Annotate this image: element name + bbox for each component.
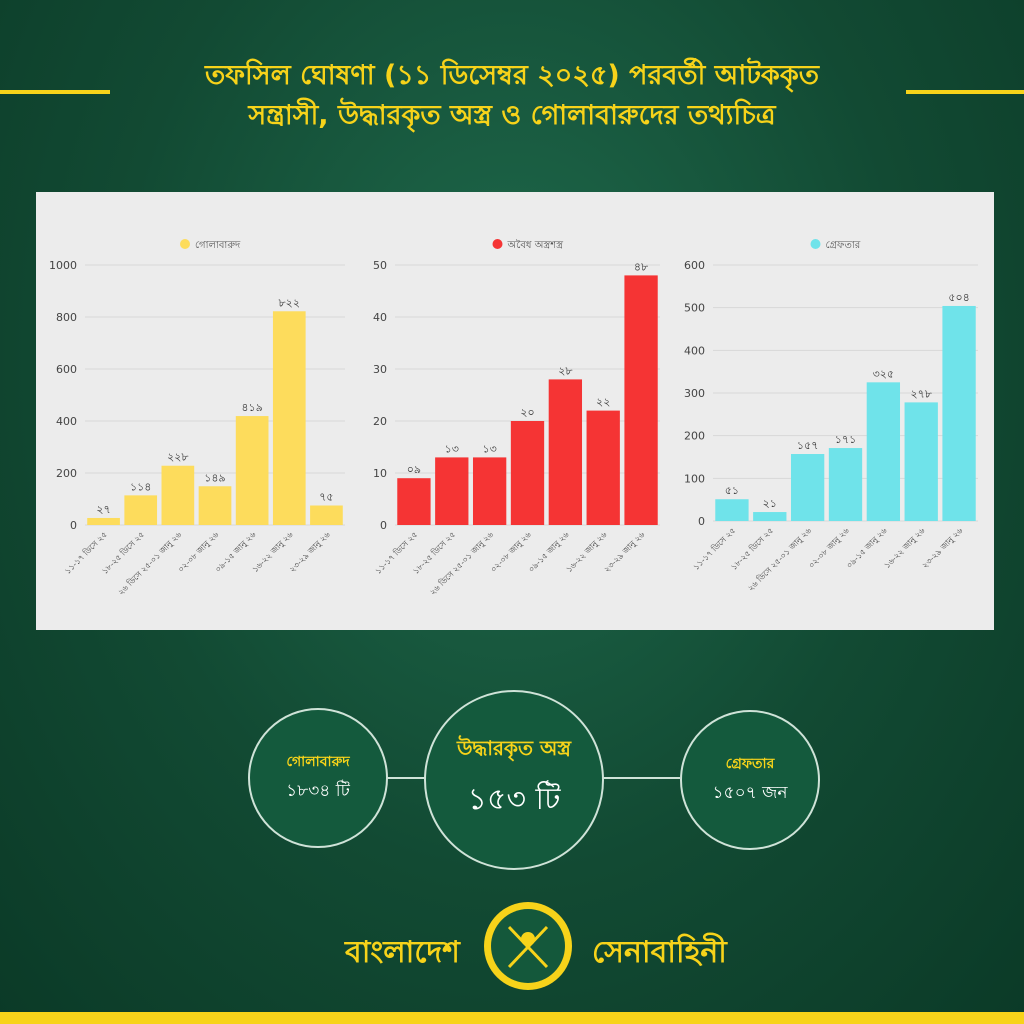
y-tick-label: 200 [684, 430, 705, 443]
y-tick-label: 800 [56, 311, 77, 324]
y-tick-label: 500 [684, 302, 705, 315]
y-tick-label: 30 [373, 363, 387, 376]
data-label: ২২ [596, 396, 610, 409]
y-tick-label: 0 [380, 519, 387, 532]
ammo-summary: গোলাবারুদ ১৮৩৪ টি [248, 708, 388, 848]
y-tick-label: 100 [684, 472, 705, 485]
arrests-summary: গ্রেফতার ১৫০৭ জন [680, 710, 820, 850]
data-label: ২০ [520, 406, 534, 419]
data-label: ২২৮ [167, 451, 188, 464]
data-label: ২১ [763, 497, 777, 510]
bar [548, 379, 583, 525]
bar [715, 499, 749, 521]
connector-left [387, 777, 425, 779]
x-tick-label: ২৬ ডিসে ২৫-০১ জানু ২৬ [116, 530, 183, 597]
data-label: ২৭৮ [910, 387, 931, 400]
x-tick-label: ২৬ ডিসে ২৫-০১ জানু ২৬ [428, 530, 495, 597]
title-rule-left [0, 90, 110, 94]
y-tick-label: 600 [684, 259, 705, 272]
bar [235, 416, 269, 525]
data-label: ০৯ [407, 463, 421, 476]
y-tick-label: 300 [684, 387, 705, 400]
legend-label: গোলাবারুদ [195, 240, 241, 251]
weapons-value: ১৫৩ টি [467, 782, 561, 817]
charts-panel: গোলাবারুদ 0 200 400 600 800 1000 ২৭ ১১-১৭ ডিসে ২… [36, 192, 994, 630]
title-rule-right [906, 90, 1024, 94]
data-label: ৮২২ [279, 296, 300, 309]
data-label: ২৭ [96, 503, 110, 516]
y-tick-label: 0 [698, 515, 705, 528]
army-emblem-logo [484, 902, 572, 990]
data-label: ৪১৯ [241, 401, 262, 414]
data-label: ১১৪ [130, 480, 151, 493]
x-tick-label: ২৩-২৯ জানু ২৬ [602, 530, 646, 574]
arrests-value: ১৫০৭ জন [712, 783, 788, 803]
data-label: ১৪৯ [204, 471, 225, 484]
data-label: ২৮ [558, 364, 572, 377]
data-label: ১৭১ [835, 433, 856, 446]
bar [828, 448, 863, 521]
y-tick-label: 40 [373, 311, 387, 324]
data-label: ১৩ [482, 442, 496, 455]
bar [904, 402, 938, 521]
y-tick-label: 0 [70, 519, 77, 532]
bottom-bar [0, 1012, 1024, 1024]
weapons-summary: উদ্ধারকৃত অস্ত্র ১৫৩ টি [424, 690, 604, 870]
y-tick-label: 400 [56, 415, 77, 428]
bar [87, 517, 120, 525]
legend-swatch [810, 239, 821, 249]
bar [753, 512, 787, 521]
x-tick-label: ২৩-২৯ জানু ২৬ [920, 526, 964, 570]
x-tick-label: ২৬ ডিসে ২৫-০১ জানু ২৬ [746, 526, 813, 593]
data-label: ১৫৭ [797, 439, 818, 452]
y-tick-label: 10 [373, 467, 387, 480]
bar [124, 495, 158, 525]
data-label: ৪৮ [634, 260, 648, 273]
y-tick-label: 600 [56, 363, 77, 376]
data-label: ৩২৫ [873, 367, 894, 380]
footer-right-text: সেনাবাহিনী [592, 935, 727, 970]
bar [624, 275, 658, 525]
bar [510, 421, 545, 525]
legend-label: অবৈধ অস্ত্রশস্ত্র [507, 239, 565, 251]
bar [397, 478, 431, 525]
legend-label: গ্রেফতার [826, 240, 861, 251]
bar [310, 505, 343, 525]
arrests-label: গ্রেফতার [725, 756, 775, 772]
y-tick-label: 20 [373, 415, 387, 428]
emblem-icon [491, 909, 565, 983]
y-tick-label: 200 [56, 467, 77, 480]
y-tick-label: 1000 [49, 259, 77, 272]
bar [866, 382, 901, 521]
title-line-1: তফসিল ঘোষণা (১১ ডিসেম্বর ২০২৫) পরবর্তী আ… [205, 60, 819, 91]
data-label: ৫০৪ [948, 291, 969, 304]
legend-swatch [180, 239, 190, 249]
bar [435, 457, 469, 525]
ammo-value: ১৮৩৪ টি [286, 781, 350, 801]
footer-left-text: বাংলাদেশ [345, 935, 460, 970]
bar [272, 311, 306, 525]
page-title: তফসিল ঘোষণা (১১ ডিসেম্বর ২০২৫) পরবর্তী আ… [120, 56, 904, 136]
bar [161, 465, 195, 525]
bar [586, 410, 620, 525]
y-tick-label: 400 [684, 344, 705, 357]
ammo-label: গোলাবারুদ [286, 754, 350, 770]
data-label: ৭৫ [319, 491, 333, 504]
connector-right [601, 777, 680, 779]
y-tick-label: 50 [373, 259, 387, 272]
weapons-label: উদ্ধারকৃত অস্ত্র [456, 736, 572, 760]
legend-swatch [492, 239, 503, 249]
bar [198, 486, 232, 525]
bar [942, 305, 976, 521]
title-line-2: সন্ত্রাসী, উদ্ধারকৃত অস্ত্র ও গোলাবারুদে… [248, 100, 776, 131]
data-label: ৫১ [725, 484, 739, 497]
data-label: ১৩ [445, 442, 459, 455]
bar [790, 454, 825, 521]
bar [472, 457, 507, 525]
